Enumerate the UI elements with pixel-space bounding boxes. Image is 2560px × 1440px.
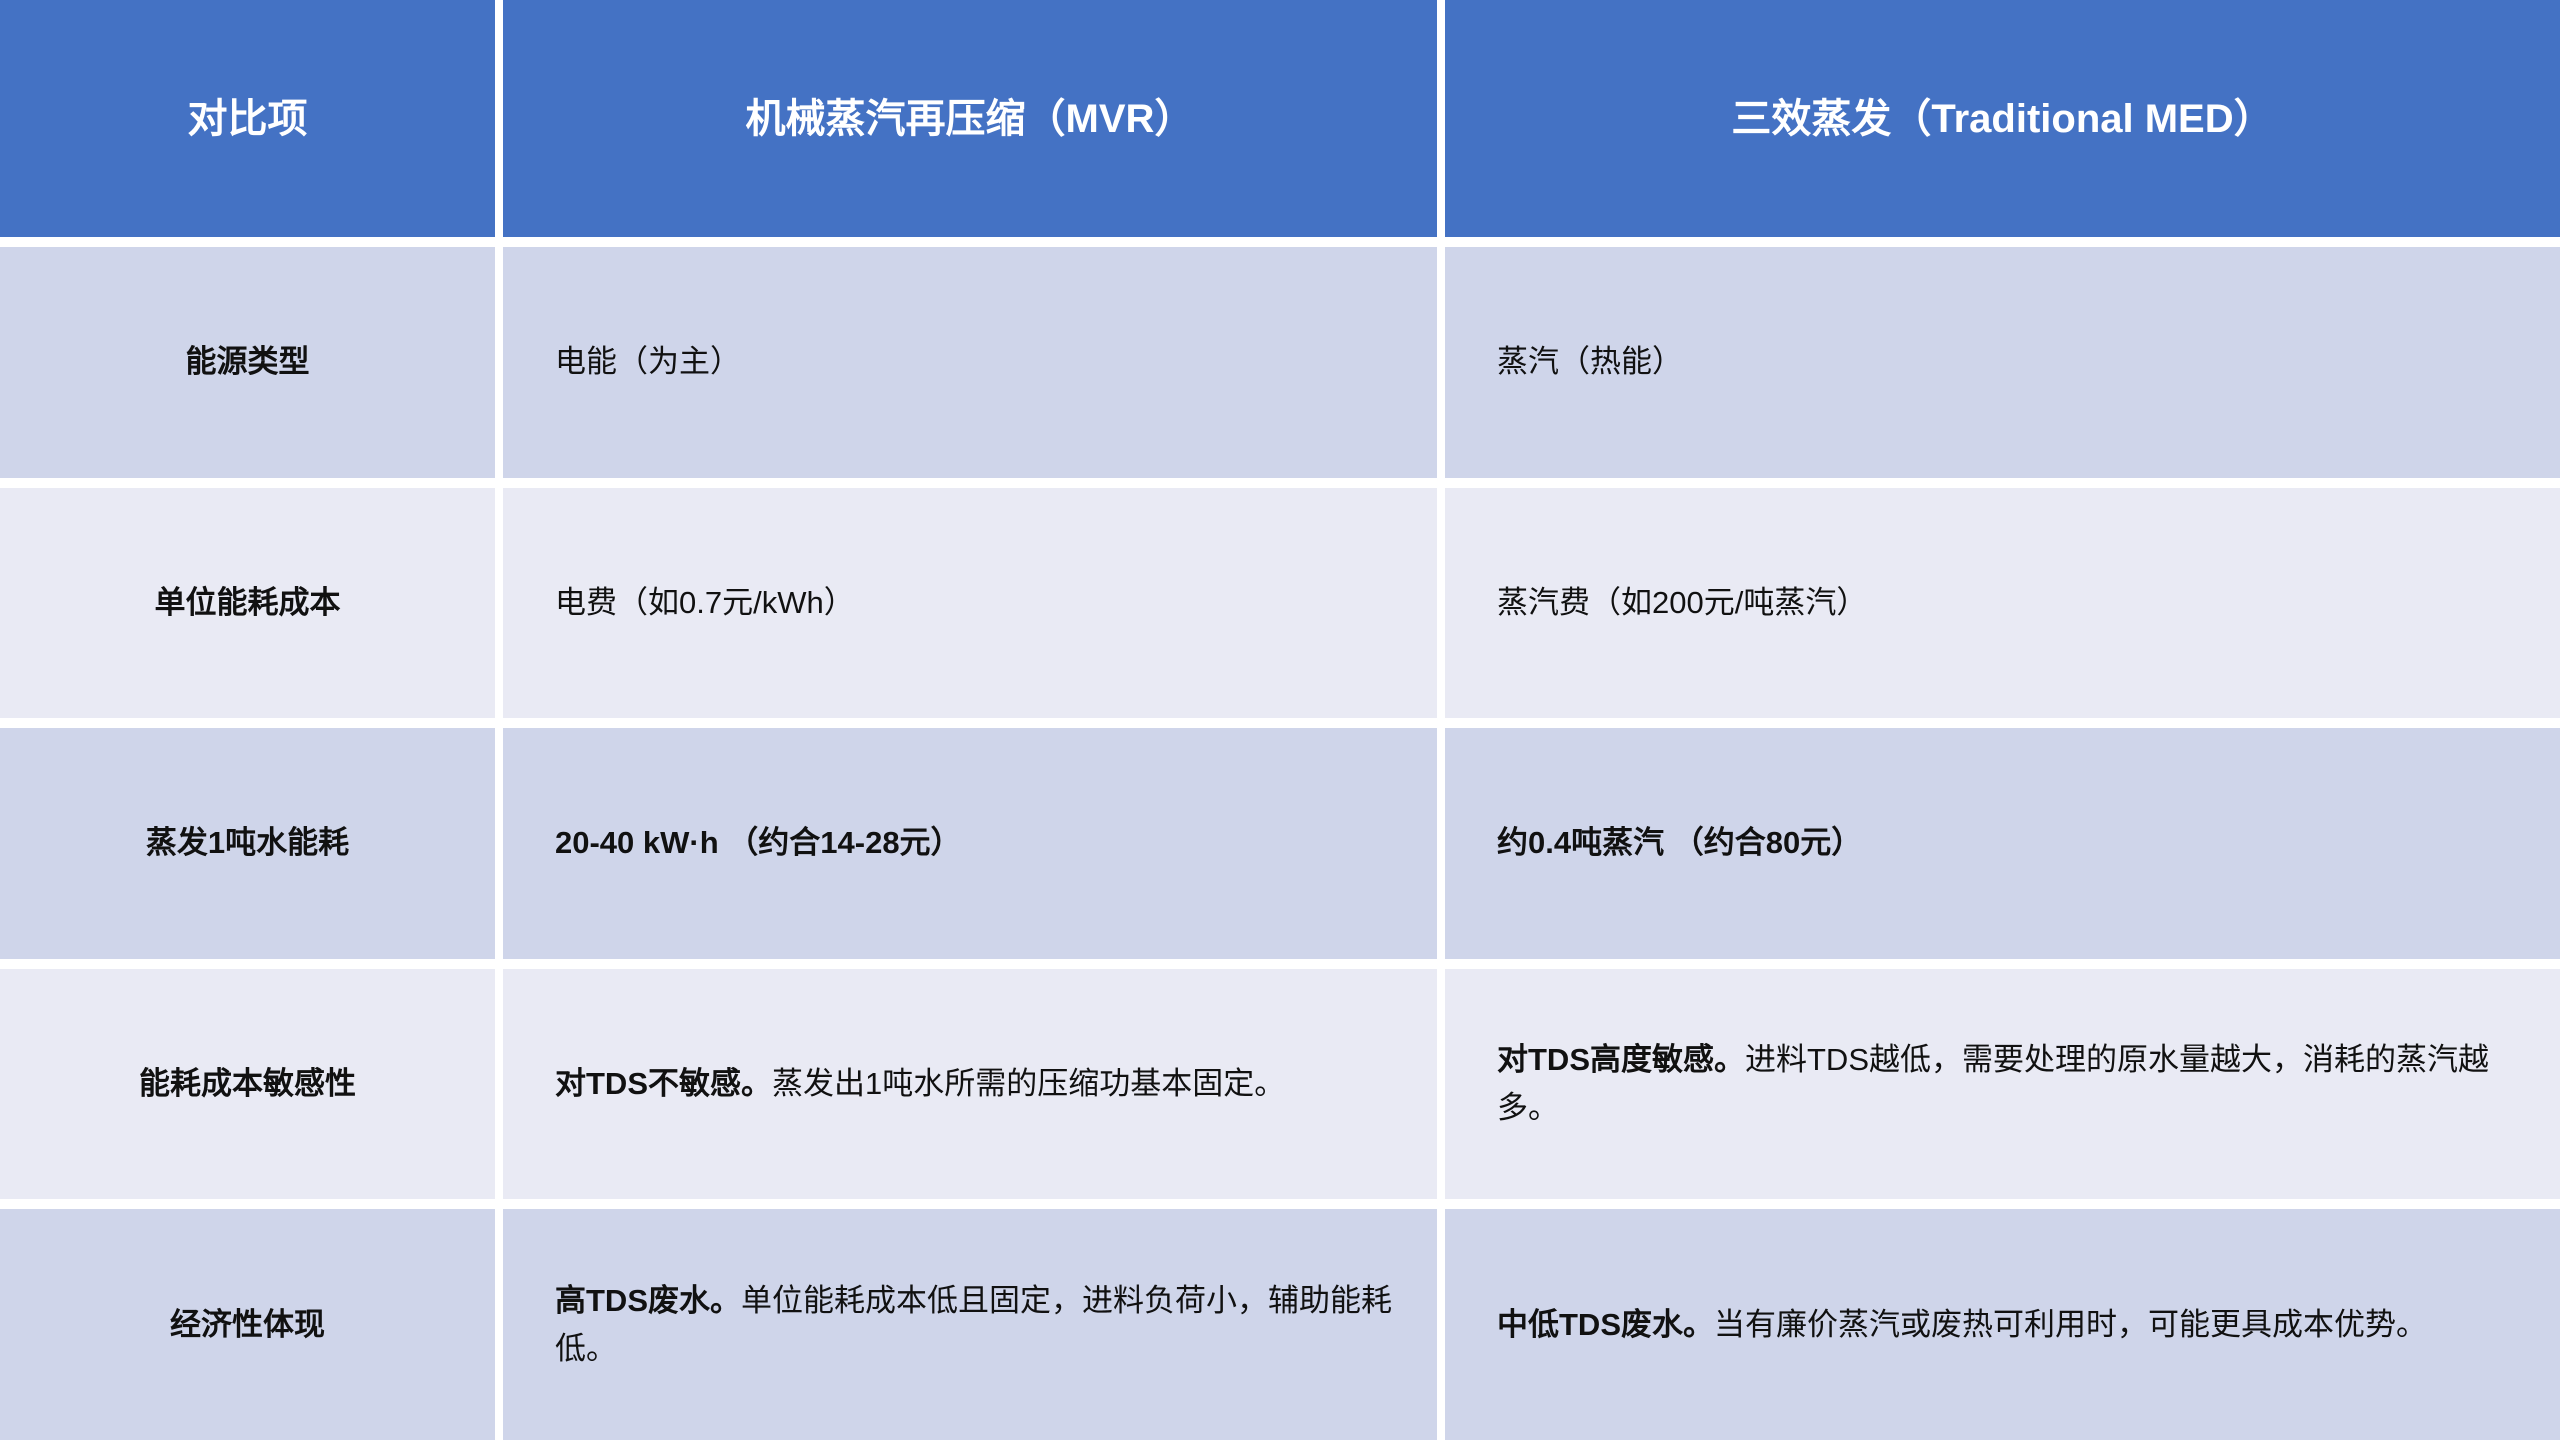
cell-text: 单位能耗成本低且固定，进料负荷小，辅助能耗低。 bbox=[555, 1282, 1392, 1366]
cell-text-bold: 中低TDS废水。 bbox=[1497, 1306, 1714, 1342]
table-cell: 电费（如0.7元/kWh） bbox=[503, 487, 1437, 719]
table-cell: 电能（为主） bbox=[503, 247, 1437, 478]
cell-text: 电能（为主） bbox=[555, 344, 741, 380]
cell-text: 电费（如0.7元/kWh） bbox=[555, 584, 855, 620]
row-label: 经济性体现 bbox=[0, 1209, 495, 1440]
cell-text: 蒸汽（热能） bbox=[1497, 344, 1683, 380]
column-header-compare-item: 对比项 bbox=[0, 0, 495, 237]
cell-text-bold: 对TDS高度敏感。 bbox=[1497, 1042, 1745, 1078]
table-cell: 对TDS不敏感。蒸发出1吨水所需的压缩功基本固定。 bbox=[503, 968, 1437, 1200]
cell-text-bold: 对TDS不敏感。 bbox=[555, 1066, 772, 1102]
row-label: 蒸发1吨水能耗 bbox=[0, 728, 495, 959]
column-header-med: 三效蒸发（Traditional MED） bbox=[1445, 0, 2560, 237]
table-cell: 对TDS高度敏感。进料TDS越低，需要处理的原水量越大，消耗的蒸汽越多。 bbox=[1445, 968, 2560, 1200]
table-cell: 蒸汽（热能） bbox=[1445, 247, 2560, 478]
cell-text: 进料TDS越低，需要处理的原水量越大，消耗的蒸汽越多。 bbox=[1497, 1042, 2489, 1126]
table-cell: 约0.4吨蒸汽 （约合80元） bbox=[1445, 728, 2560, 959]
column-header-mvr: 机械蒸汽再压缩（MVR） bbox=[503, 0, 1437, 237]
table-cell: 20-40 kW·h （约合14-28元） bbox=[503, 728, 1437, 959]
cell-text-bold: 约0.4吨蒸汽 （约合80元） bbox=[1497, 825, 1863, 861]
cell-text: 蒸发出1吨水所需的压缩功基本固定。 bbox=[772, 1066, 1286, 1102]
cell-text-bold: 高TDS废水。 bbox=[555, 1282, 741, 1318]
row-label: 能源类型 bbox=[0, 247, 495, 478]
row-label: 能耗成本敏感性 bbox=[0, 968, 495, 1200]
cell-text: 蒸汽费（如200元/吨蒸汽） bbox=[1497, 584, 1868, 620]
row-label: 单位能耗成本 bbox=[0, 487, 495, 719]
table-cell: 中低TDS废水。当有廉价蒸汽或废热可利用时，可能更具成本优势。 bbox=[1445, 1209, 2560, 1440]
table-cell: 高TDS废水。单位能耗成本低且固定，进料负荷小，辅助能耗低。 bbox=[503, 1209, 1437, 1440]
table-cell: 蒸汽费（如200元/吨蒸汽） bbox=[1445, 487, 2560, 719]
cell-text-bold: 20-40 kW·h （约合14-28元） bbox=[555, 825, 962, 861]
cell-text: 当有廉价蒸汽或废热可利用时，可能更具成本优势。 bbox=[1714, 1306, 2427, 1342]
